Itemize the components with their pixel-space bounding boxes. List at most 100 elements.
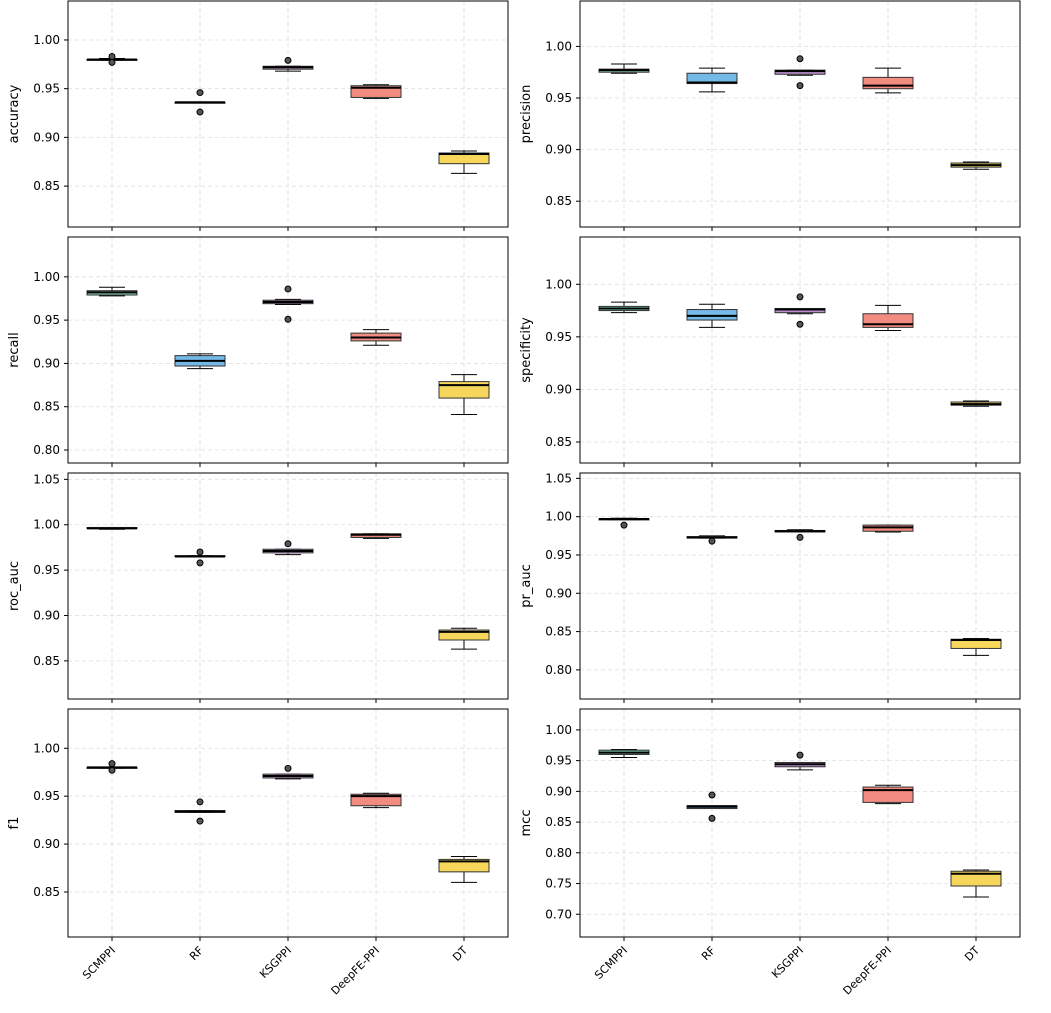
outlier-point: [620, 521, 628, 529]
x-tick-label: RF: [699, 944, 718, 963]
box-DeepFE-PPI: [862, 784, 914, 805]
outlier-point: [196, 559, 204, 567]
y-tick-label: 1.00: [33, 741, 60, 755]
panel-mcc: 0.70 0.75 0.80 0.85 0.90 0.95 1.00 mcc SCMPPI RF K…: [519, 708, 1021, 998]
y-tick-label: 0.80: [33, 443, 60, 457]
y-axis-label: accuracy: [7, 84, 22, 143]
outlier-point: [708, 791, 716, 799]
x-tick-label: KSGPPI: [769, 944, 806, 981]
box-SCMPPI: [86, 760, 138, 774]
outlier-point: [708, 537, 716, 545]
outlier-point: [796, 55, 804, 63]
y-tick-label: 0.80: [545, 663, 572, 677]
panel-roc_auc: 0.85 0.90 0.95 1.00 1.05 roc_auc: [7, 472, 509, 703]
panel-pr_auc: 0.80 0.85 0.90 0.95 1.00 1.05 pr_auc: [519, 471, 1021, 703]
y-tick-label: 0.90: [545, 784, 572, 798]
y-tick-label: 0.95: [545, 330, 572, 344]
box-KSGPPI: [262, 764, 314, 780]
box-iqr: [950, 870, 1002, 887]
outlier-point: [108, 760, 116, 768]
x-tick-label: SCMPPI: [80, 944, 118, 982]
y-tick-label: 0.90: [33, 608, 60, 622]
outlier-point: [284, 56, 292, 64]
box-DeepFE-PPI: [350, 84, 402, 99]
y-tick-label: 1.05: [33, 472, 60, 486]
axes-frame: [67, 236, 509, 464]
y-tick-label: 0.95: [545, 754, 572, 768]
panel-accuracy: 0.85 0.90 0.95 1.00 accuracy: [7, 0, 509, 231]
outlier-point: [108, 53, 116, 61]
y-tick-label: 0.95: [33, 563, 60, 577]
box-SCMPPI: [598, 301, 650, 314]
y-axis-label: mcc: [519, 810, 534, 837]
axes-frame: [579, 472, 1021, 700]
box-iqr: [438, 858, 490, 873]
y-tick-label: 0.90: [33, 837, 60, 851]
y-tick-label: 0.80: [545, 846, 572, 860]
y-tick-label: 0.90: [33, 130, 60, 144]
outlier-point: [196, 817, 204, 825]
box-iqr: [774, 69, 826, 75]
y-tick-label: 0.85: [545, 194, 572, 208]
y-tick-label: 0.95: [545, 548, 572, 562]
y-tick-label: 0.90: [545, 382, 572, 396]
y-tick-label: 0.85: [33, 654, 60, 668]
box-iqr: [438, 629, 490, 641]
box-iqr: [350, 793, 402, 807]
y-axis-label: roc_auc: [7, 561, 22, 611]
y-axis-label: precision: [519, 85, 534, 144]
box-DT: [438, 856, 490, 883]
y-axis-label: recall: [7, 332, 22, 367]
box-DeepFE-PPI: [862, 304, 914, 332]
y-tick-label: 0.90: [33, 356, 60, 370]
y-tick-label: 0.95: [33, 82, 60, 96]
x-tick-label: DT: [450, 944, 470, 964]
y-tick-label: 1.00: [545, 277, 572, 291]
box-KSGPPI: [774, 751, 826, 771]
panel-precision: 0.85 0.90 0.95 1.00 precision: [519, 0, 1021, 231]
box-DeepFE-PPI: [862, 524, 914, 533]
box-RF: [174, 89, 226, 116]
box-iqr: [862, 313, 914, 328]
box-RF: [174, 798, 226, 825]
y-tick-label: 1.05: [545, 471, 572, 485]
outlier-point: [284, 764, 292, 772]
outlier-point: [284, 540, 292, 548]
panel-f1: 0.85 0.90 0.95 1.00 f1 SCMPPI RF KSGPPI DeepFE-P…: [7, 708, 509, 997]
x-tick-label: DeepFE-PPI: [841, 944, 895, 998]
box-KSGPPI: [262, 540, 314, 556]
box-KSGPPI: [262, 56, 314, 72]
box-DT: [950, 869, 1002, 898]
box-iqr: [862, 76, 914, 90]
box-DT: [438, 374, 490, 416]
box-iqr: [686, 72, 738, 85]
outlier-point: [796, 293, 804, 301]
y-tick-label: 0.85: [545, 625, 572, 639]
box-SCMPPI: [86, 53, 138, 66]
x-tick-label: DT: [962, 944, 982, 964]
box-DT: [438, 150, 490, 174]
box-KSGPPI: [774, 529, 826, 541]
y-tick-label: 1.00: [33, 518, 60, 532]
y-tick-label: 1.00: [545, 39, 572, 53]
box-DeepFE-PPI: [350, 329, 402, 346]
outlier-point: [284, 285, 292, 293]
box-KSGPPI: [774, 293, 826, 328]
panel-specificity: 0.85 0.90 0.95 1.00 specificity: [519, 236, 1021, 467]
box-iqr: [350, 85, 402, 98]
outlier-point: [796, 82, 804, 90]
x-tick-label: KSGPPI: [257, 944, 294, 981]
box-RF: [686, 791, 738, 822]
box-iqr: [686, 309, 738, 321]
box-SCMPPI: [598, 749, 650, 759]
y-axis-label: specificity: [519, 317, 534, 383]
y-tick-label: 0.95: [33, 313, 60, 327]
box-DT: [438, 627, 490, 650]
outlier-point: [796, 320, 804, 328]
outlier-point: [284, 315, 292, 323]
y-tick-label: 0.85: [33, 400, 60, 414]
box-DT: [950, 161, 1002, 170]
box-DeepFE-PPI: [862, 67, 914, 94]
y-tick-label: 0.75: [545, 877, 572, 891]
